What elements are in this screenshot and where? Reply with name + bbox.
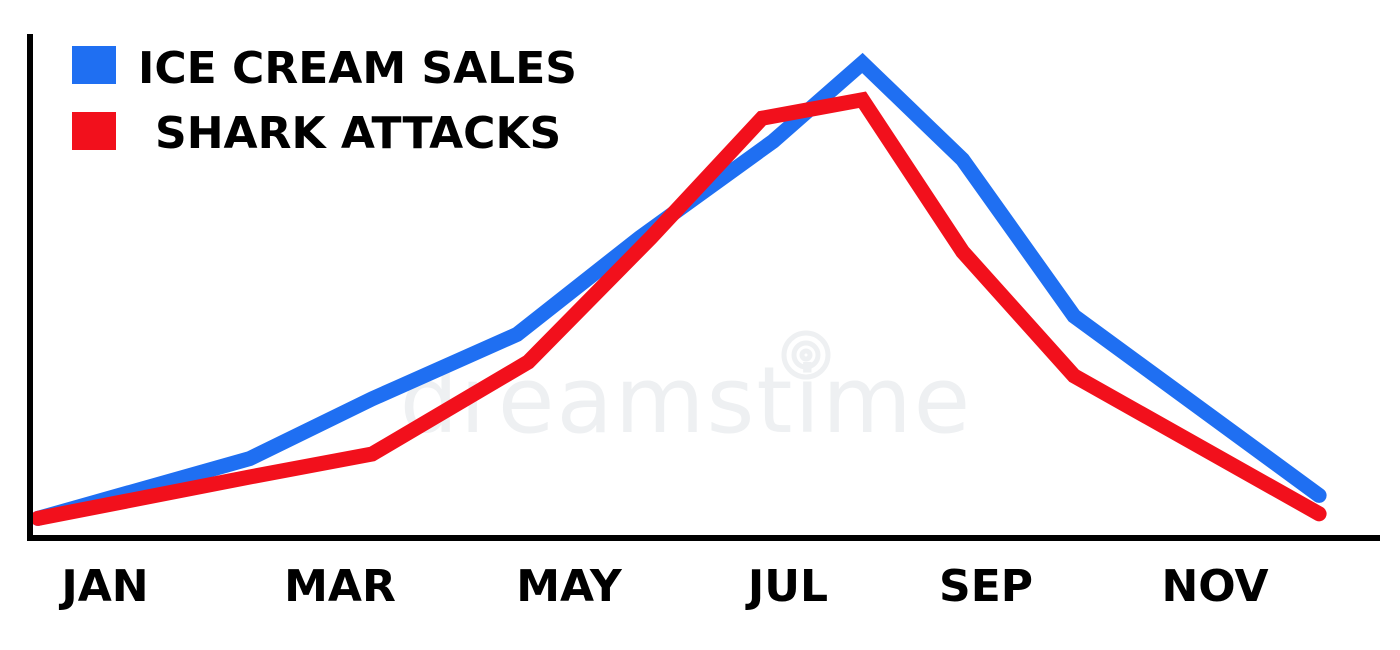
x-tick-label-sep: SEP xyxy=(939,561,1033,612)
series-line-ice-cream-sales xyxy=(30,52,1327,526)
x-tick-label-mar: MAR xyxy=(284,561,396,612)
legend-swatch-shark-attacks xyxy=(72,112,116,150)
legend-swatch-ice-cream-sales xyxy=(72,46,116,84)
x-tick-labels: JAN MAR MAY JUL SEP NOV xyxy=(58,561,1268,612)
series-layer xyxy=(30,52,1327,526)
spiral-icon xyxy=(781,330,831,380)
legend: ICE CREAM SALES SHARK ATTACKS xyxy=(72,43,577,159)
x-tick-label-nov: NOV xyxy=(1161,561,1268,612)
x-tick-label-jul: JUL xyxy=(745,561,828,612)
watermark: dreamstime xyxy=(400,330,973,454)
x-tick-label-may: MAY xyxy=(516,561,623,612)
x-tick-label-jan: JAN xyxy=(58,561,148,612)
series-line-shark-attacks xyxy=(30,91,1327,526)
legend-label-shark-attacks: SHARK ATTACKS xyxy=(155,108,561,159)
watermark-text: dreamstime xyxy=(400,347,973,454)
legend-label-ice-cream-sales: ICE CREAM SALES xyxy=(138,43,577,94)
